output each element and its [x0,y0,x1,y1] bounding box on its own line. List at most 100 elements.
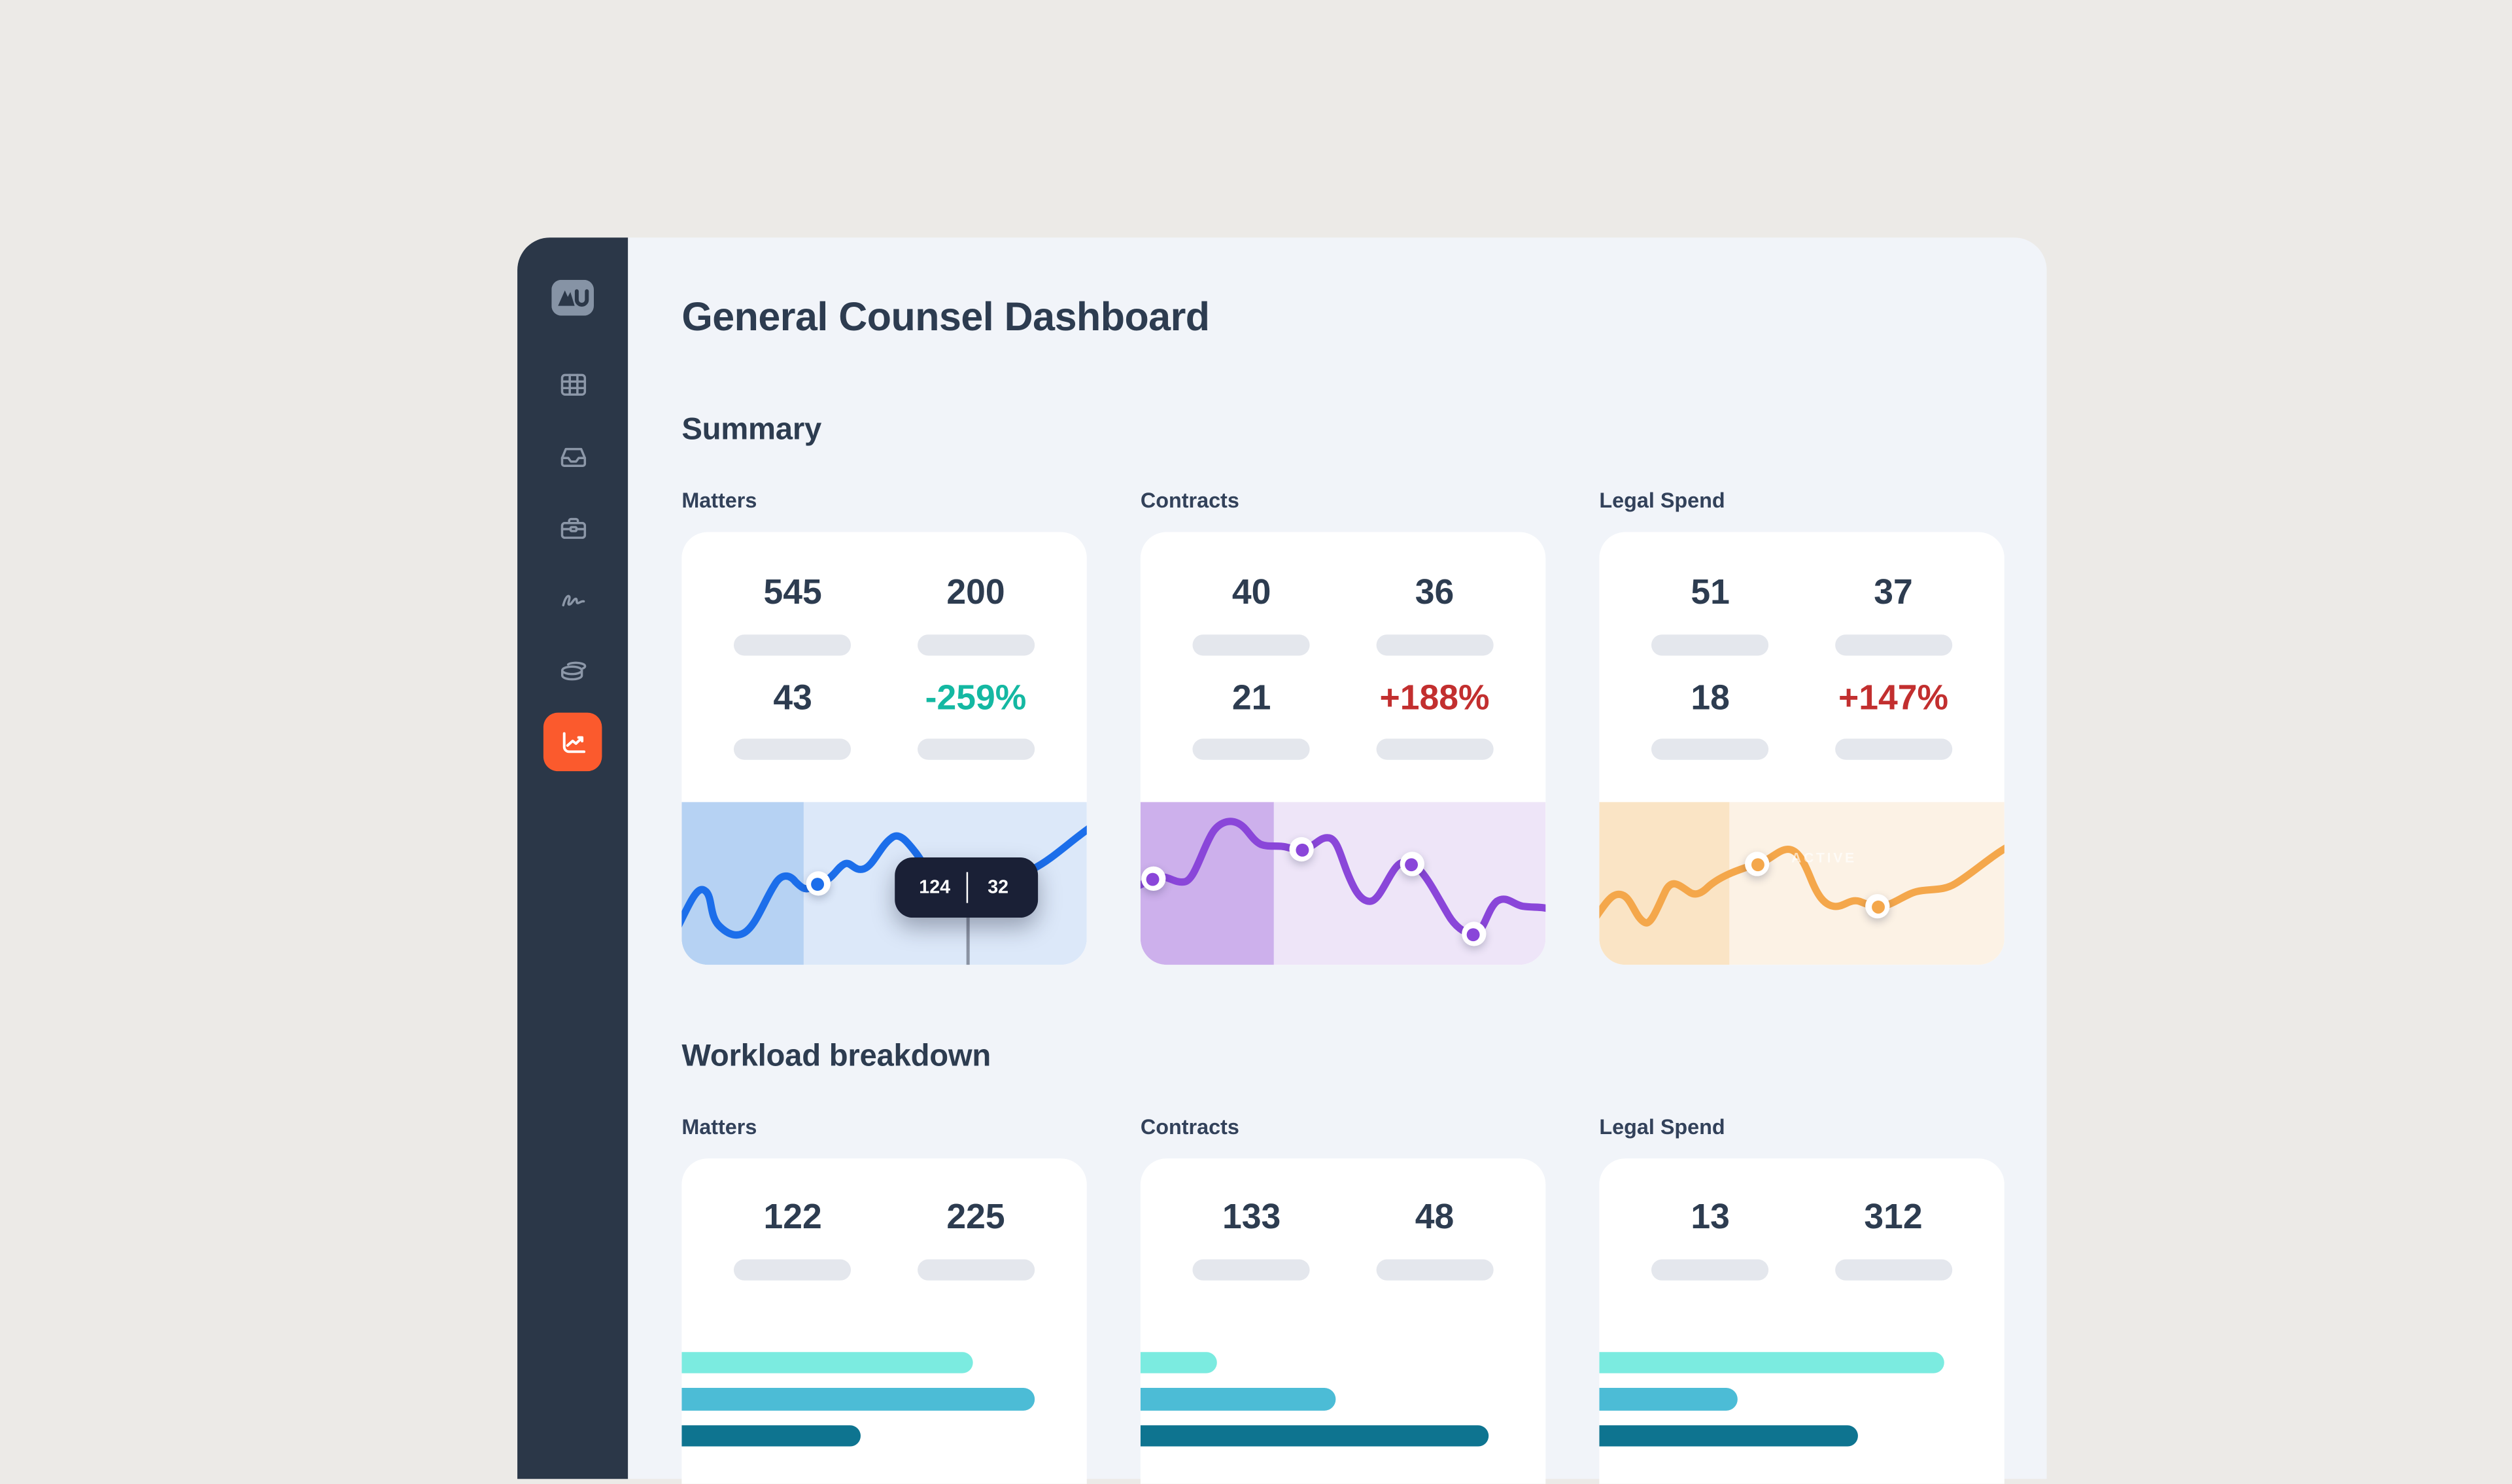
sidebar-item-database[interactable] [543,641,602,700]
summary-label-matters: Matters [681,488,757,513]
summary-card-matters[interactable]: 545 200 43 -259% [681,532,1087,965]
stats-grid: 122 225 [681,1158,1086,1313]
bar-chart [681,1351,1086,1447]
workload-cards-row: 122 225 [681,1158,2004,1484]
stat-value: 36 [1415,572,1454,612]
stat-placeholder-pill [1193,634,1311,655]
workload-label-contracts: Contracts [1140,1114,1239,1139]
data-point-marker[interactable] [1289,838,1315,863]
inbox-icon [560,447,585,466]
spark-region [1274,802,1546,965]
stat: 37 [1834,573,1952,655]
stat: 21 [1193,678,1311,761]
bar-segment [1140,1388,1335,1411]
active-watermark: ACTIVE [1791,850,1857,867]
bar-chart [1599,1351,2004,1447]
stat-value: 225 [946,1197,1005,1237]
stat-placeholder-pill [1193,739,1311,761]
stats-grid: 545 200 43 -259% [681,532,1086,802]
summary-label-legal-spend: Legal Spend [1599,488,1725,513]
stat-placeholder-pill [1834,1258,1952,1281]
data-point-marker[interactable] [1865,895,1890,920]
tooltip-value-left: 124 [919,878,951,899]
stat: 200 [917,573,1035,655]
data-point-marker[interactable] [806,872,831,897]
sparkline-matters[interactable]: 124 32 [681,802,1087,965]
stat-placeholder-pill [1651,634,1769,655]
summary-cards-row: 545 200 43 -259% [681,532,2004,965]
summary-card-legal-spend[interactable]: 51 37 18 +147% [1599,532,2004,965]
bar-segment [1599,1388,1737,1411]
stat-value: 122 [763,1197,822,1237]
stat-placeholder-pill [734,634,852,655]
grid-icon [560,373,585,395]
sidebar-item-signature[interactable] [543,570,602,629]
stat-placeholder-pill [734,1258,852,1281]
stat: 18 [1651,678,1769,761]
stat: +147% [1834,678,1952,761]
stat-placeholder-pill [917,739,1035,761]
stat: +188% [1375,678,1494,761]
stat-value: 545 [763,572,822,612]
bar-chart [1140,1351,1545,1447]
stat: 312 [1834,1198,1952,1281]
stat-placeholder-pill [917,634,1035,655]
summary-labels-row: Matters Contracts Legal Spend [681,449,2004,532]
stat-value-trend: -259% [925,678,1027,717]
bar-segment [1140,1424,1489,1447]
signature-icon [561,594,585,606]
app-window: General Counsel Dashboard Summary Matter… [517,237,2047,1484]
stat-placeholder-pill [1651,739,1769,761]
stat-placeholder-pill [1193,1258,1311,1281]
bar-segment [681,1388,1035,1411]
stat: 36 [1375,572,1494,655]
stats-grid: 40 36 21 +188% [1141,532,1545,802]
stat-value-trend: +147% [1838,678,1949,717]
database-icon [560,661,586,680]
stat: 48 [1375,1198,1494,1281]
bar-segment [681,1351,974,1374]
tooltip-value-right: 32 [988,878,1009,899]
stat-value: 18 [1691,678,1730,717]
sidebar-item-briefcase[interactable] [543,498,602,557]
stat-placeholder-pill [1834,739,1952,761]
bar-segment [1140,1351,1218,1374]
stat: 225 [917,1197,1035,1281]
bar-segment [1599,1351,1944,1374]
line-series [1140,818,1546,939]
stats-grid: 13 312 [1599,1158,2004,1313]
sparkline-contracts[interactable] [1140,802,1546,965]
sidebar-item-grid[interactable] [543,354,602,413]
workload-label-matters: Matters [681,1114,757,1139]
bar-segment [1599,1424,1859,1447]
data-point-marker[interactable] [1400,852,1424,877]
workload-card-legal-spend[interactable]: 13 312 [1599,1158,2004,1484]
workload-labels-row: Matters Contracts Legal Spend [681,1075,2004,1158]
briefcase-icon [560,517,585,538]
sidebar-item-inbox[interactable] [543,426,602,485]
stat-placeholder-pill [1651,1258,1769,1281]
workload-card-contracts[interactable]: 133 48 [1140,1158,1546,1484]
stat-value-trend: +188% [1379,678,1490,717]
stat-value: 43 [773,678,812,717]
vu-logo-icon[interactable] [551,279,594,316]
sidebar [517,237,628,1479]
stats-grid: 51 37 18 +147% [1599,532,2004,802]
data-point-marker[interactable] [1745,852,1770,877]
summary-card-contracts[interactable]: 40 36 21 +188% [1140,532,1546,965]
data-point-marker[interactable] [1461,922,1487,947]
stat-value: 133 [1222,1197,1281,1237]
stat-placeholder-pill [1375,739,1494,761]
workload-card-matters[interactable]: 122 225 [681,1158,1087,1484]
stat-placeholder-pill [1834,634,1952,655]
stat: 133 [1193,1197,1311,1281]
bar-segment [681,1424,860,1447]
stat-placeholder-pill [734,739,852,761]
sparkline-legal-spend[interactable]: ACTIVE [1599,802,2004,965]
sidebar-item-analytics[interactable] [543,712,602,772]
stat-placeholder-pill [1375,1258,1494,1281]
workload-label-legal-spend: Legal Spend [1599,1114,1725,1139]
stat: 545 [734,573,852,655]
data-point-marker[interactable] [1141,867,1166,892]
stat: 40 [1193,573,1311,655]
